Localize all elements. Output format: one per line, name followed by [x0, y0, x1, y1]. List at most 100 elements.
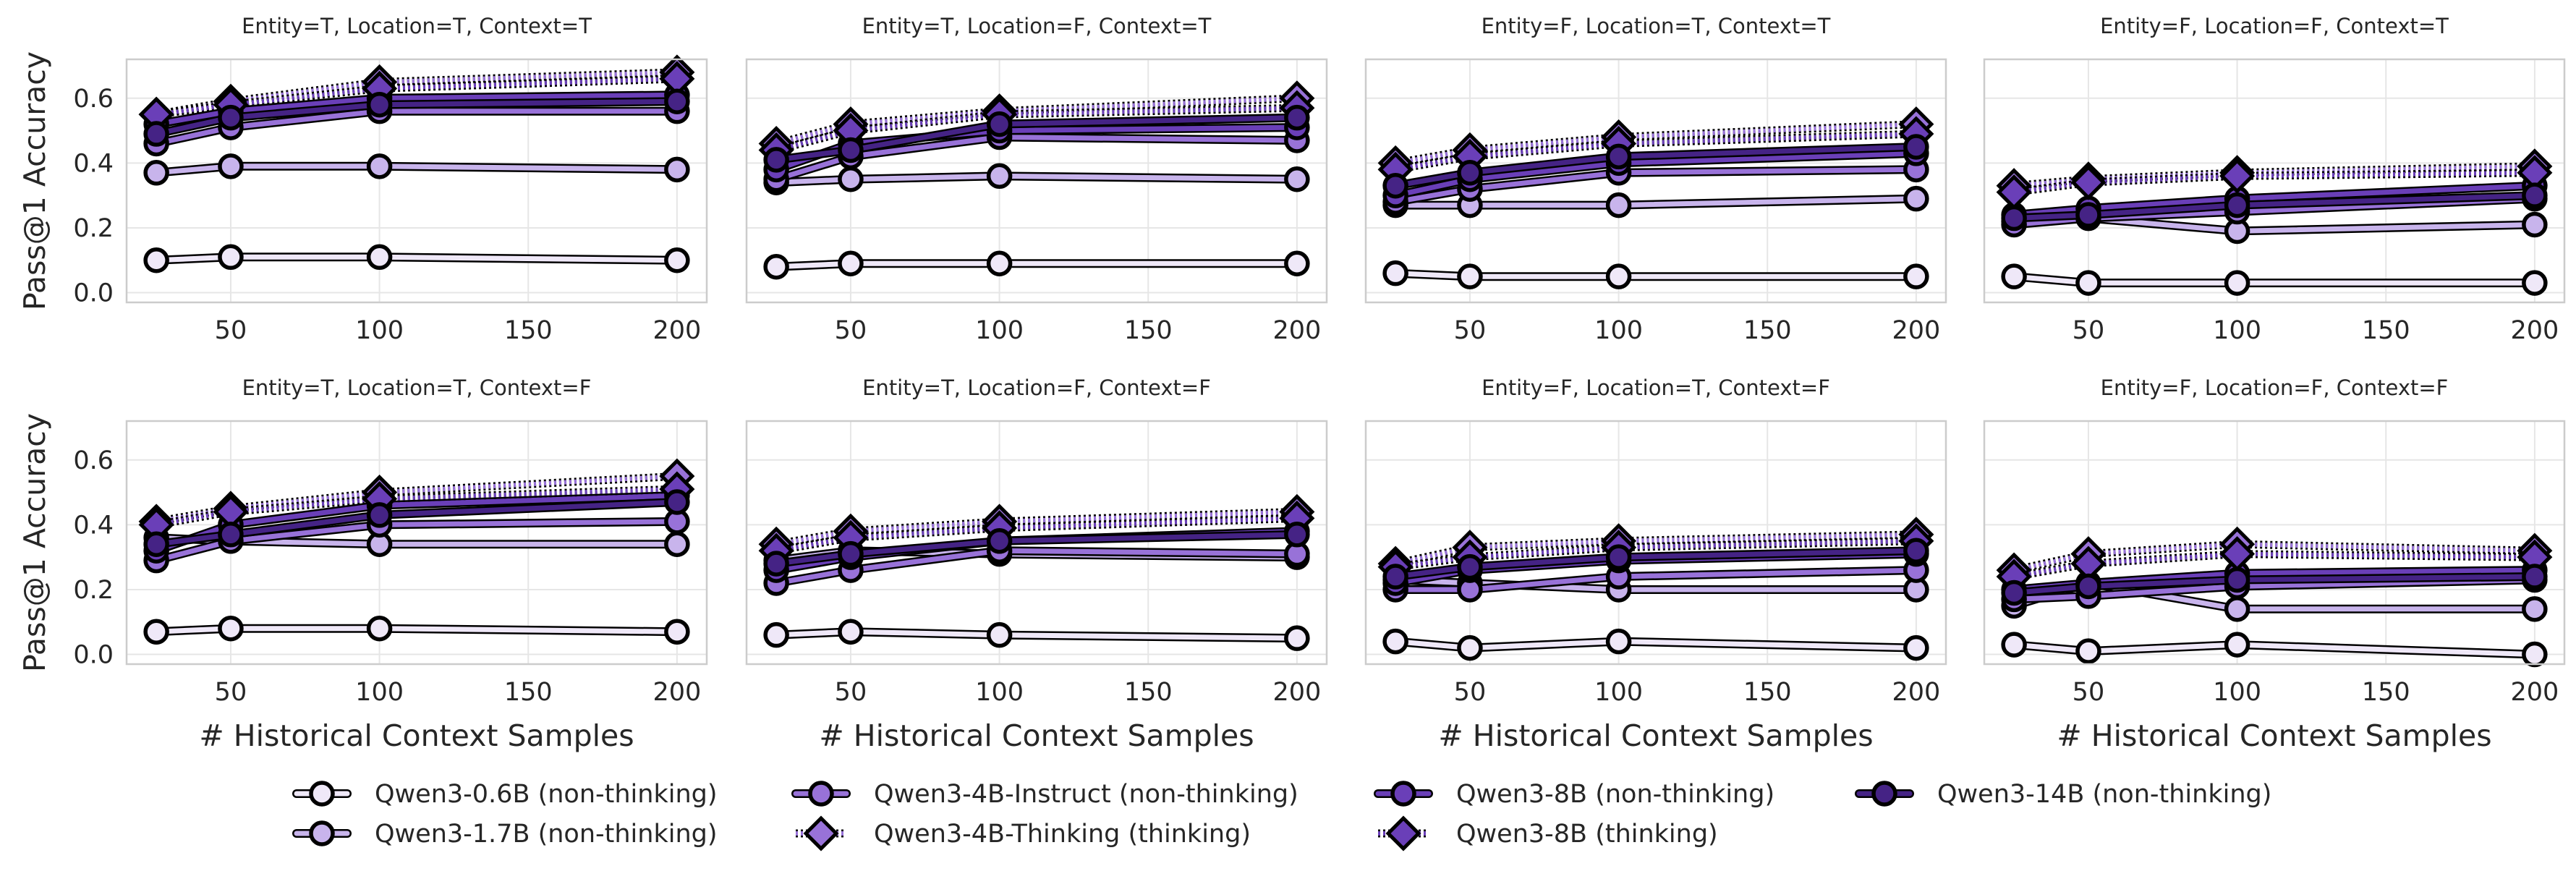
- x-tick-label: 100: [975, 316, 1024, 345]
- x-tick-label: 50: [2073, 316, 2105, 345]
- y-tick-label: 0.0: [73, 641, 114, 670]
- series-line: [2013, 164, 2535, 188]
- panel-2: Entity=T, Location=F, Context=T 50 100 150 2…: [745, 14, 1328, 345]
- series-line: [1393, 271, 1919, 279]
- x-tick-label: 100: [2213, 678, 2261, 707]
- data-point: [2224, 632, 2250, 658]
- y-tick-label: 0.2: [73, 214, 114, 243]
- x-axis-label: # Historical Context Samples: [199, 718, 634, 753]
- panel-1: Entity=T, Location=T, Context=T 50 100 150 2…: [17, 14, 708, 345]
- legend-marker: [309, 781, 335, 807]
- series-line: [1393, 639, 1919, 651]
- data-point: [986, 621, 1013, 648]
- x-axis-label: # Historical Context Samples: [819, 718, 1254, 753]
- data-point: [2224, 596, 2250, 622]
- plot-area: [1984, 421, 2564, 664]
- data-point: [366, 153, 393, 179]
- panel-6: Entity=T, Location=F, Context=F 50 100 150 2…: [745, 375, 1328, 753]
- data-point: [2522, 182, 2548, 208]
- data-point: [664, 156, 690, 183]
- data-point: [838, 619, 864, 645]
- legend-label: Qwen3-14B (non-thinking): [1937, 780, 2271, 809]
- series-1: [763, 619, 1310, 651]
- series-1: [763, 250, 1310, 280]
- series-line: [2011, 196, 2538, 227]
- data-point: [1605, 143, 1632, 170]
- legend-item: Qwen3-14B (non-thinking): [1855, 780, 2271, 809]
- series-7: [1382, 538, 1929, 590]
- legend-marker: [1871, 781, 1897, 807]
- x-tick-label: 200: [2510, 316, 2559, 345]
- x-tick-label: 50: [1454, 316, 1487, 345]
- data-point: [1903, 185, 1929, 212]
- data-point: [1605, 263, 1632, 289]
- data-point: [1605, 192, 1632, 218]
- legend-item: Qwen3-4B-Instruct (non-thinking): [791, 780, 1298, 809]
- panel-title: Entity=F, Location=F, Context=T: [2100, 14, 2449, 38]
- series-7: [1382, 134, 1929, 199]
- x-tick-label: 200: [652, 678, 701, 707]
- series-line: [2011, 574, 2538, 595]
- x-tick-label: 200: [2510, 678, 2559, 707]
- plot-frame: [1364, 58, 1947, 304]
- x-axis-label: # Historical Context Samples: [2057, 718, 2491, 753]
- data-point: [2224, 270, 2250, 296]
- x-tick-label: 150: [1124, 316, 1173, 345]
- data-point: [2522, 564, 2548, 590]
- panel-7: Entity=F, Location=T, Context=F 50 100 150 2…: [1364, 375, 1947, 753]
- data-point: [143, 531, 169, 557]
- data-point: [1284, 625, 1310, 651]
- data-point: [763, 551, 789, 577]
- data-point: [218, 615, 244, 642]
- legend-marker: [1385, 815, 1421, 852]
- series-line: [773, 173, 1300, 185]
- plot-frame: [1983, 420, 2566, 666]
- data-point: [1903, 538, 1929, 564]
- y-tick-label: 0.6: [73, 446, 114, 475]
- series-1: [2001, 263, 2548, 296]
- y-tick-label: 0.4: [73, 149, 114, 178]
- data-point: [838, 166, 864, 192]
- x-tick-label: 50: [835, 316, 867, 345]
- series-1: [143, 615, 690, 645]
- x-tick-label: 150: [504, 678, 553, 707]
- legend-marker: [1390, 781, 1416, 807]
- series-line: [773, 260, 1300, 270]
- data-point: [2001, 632, 2027, 658]
- panel-title: Entity=F, Location=F, Context=F: [2101, 375, 2449, 400]
- data-point: [2001, 205, 2027, 232]
- data-point: [1382, 628, 1408, 655]
- plot-area: [1366, 421, 1946, 664]
- legend-label: Qwen3-0.6B (non-thinking): [375, 780, 718, 809]
- data-point: [2001, 579, 2027, 606]
- series-line: [1395, 538, 1916, 569]
- legend-label: Qwen3-8B (non-thinking): [1456, 780, 1774, 809]
- series-line: [775, 95, 1298, 146]
- legend-marker: [309, 820, 335, 846]
- data-point: [2224, 566, 2250, 593]
- panel-title: Entity=F, Location=T, Context=F: [1482, 375, 1830, 400]
- data-point: [2075, 202, 2101, 228]
- data-point: [2522, 270, 2548, 296]
- x-tick-label: 150: [2362, 316, 2410, 345]
- series-line: [773, 532, 1300, 566]
- series-line: [1393, 196, 1919, 208]
- series-line: [2013, 170, 2535, 195]
- panel-4: Entity=F, Location=F, Context=T 50 100 150 2…: [1983, 14, 2566, 345]
- data-point: [986, 163, 1013, 190]
- series-7: [2001, 564, 2548, 606]
- series-line: [773, 115, 1300, 163]
- series-7: [143, 88, 690, 147]
- data-point: [664, 247, 690, 273]
- data-point: [1903, 134, 1929, 160]
- data-point: [1457, 634, 1483, 661]
- legend-label: Qwen3-4B-Thinking (thinking): [874, 820, 1251, 849]
- data-point: [838, 540, 864, 567]
- series-line: [1393, 548, 1919, 579]
- data-point: [2070, 164, 2107, 200]
- x-tick-label: 100: [975, 678, 1024, 707]
- legend-label: Qwen3-8B (thinking): [1456, 820, 1718, 849]
- series-7: [2001, 182, 2548, 232]
- x-tick-label: 150: [2362, 678, 2410, 707]
- data-point: [1605, 628, 1632, 655]
